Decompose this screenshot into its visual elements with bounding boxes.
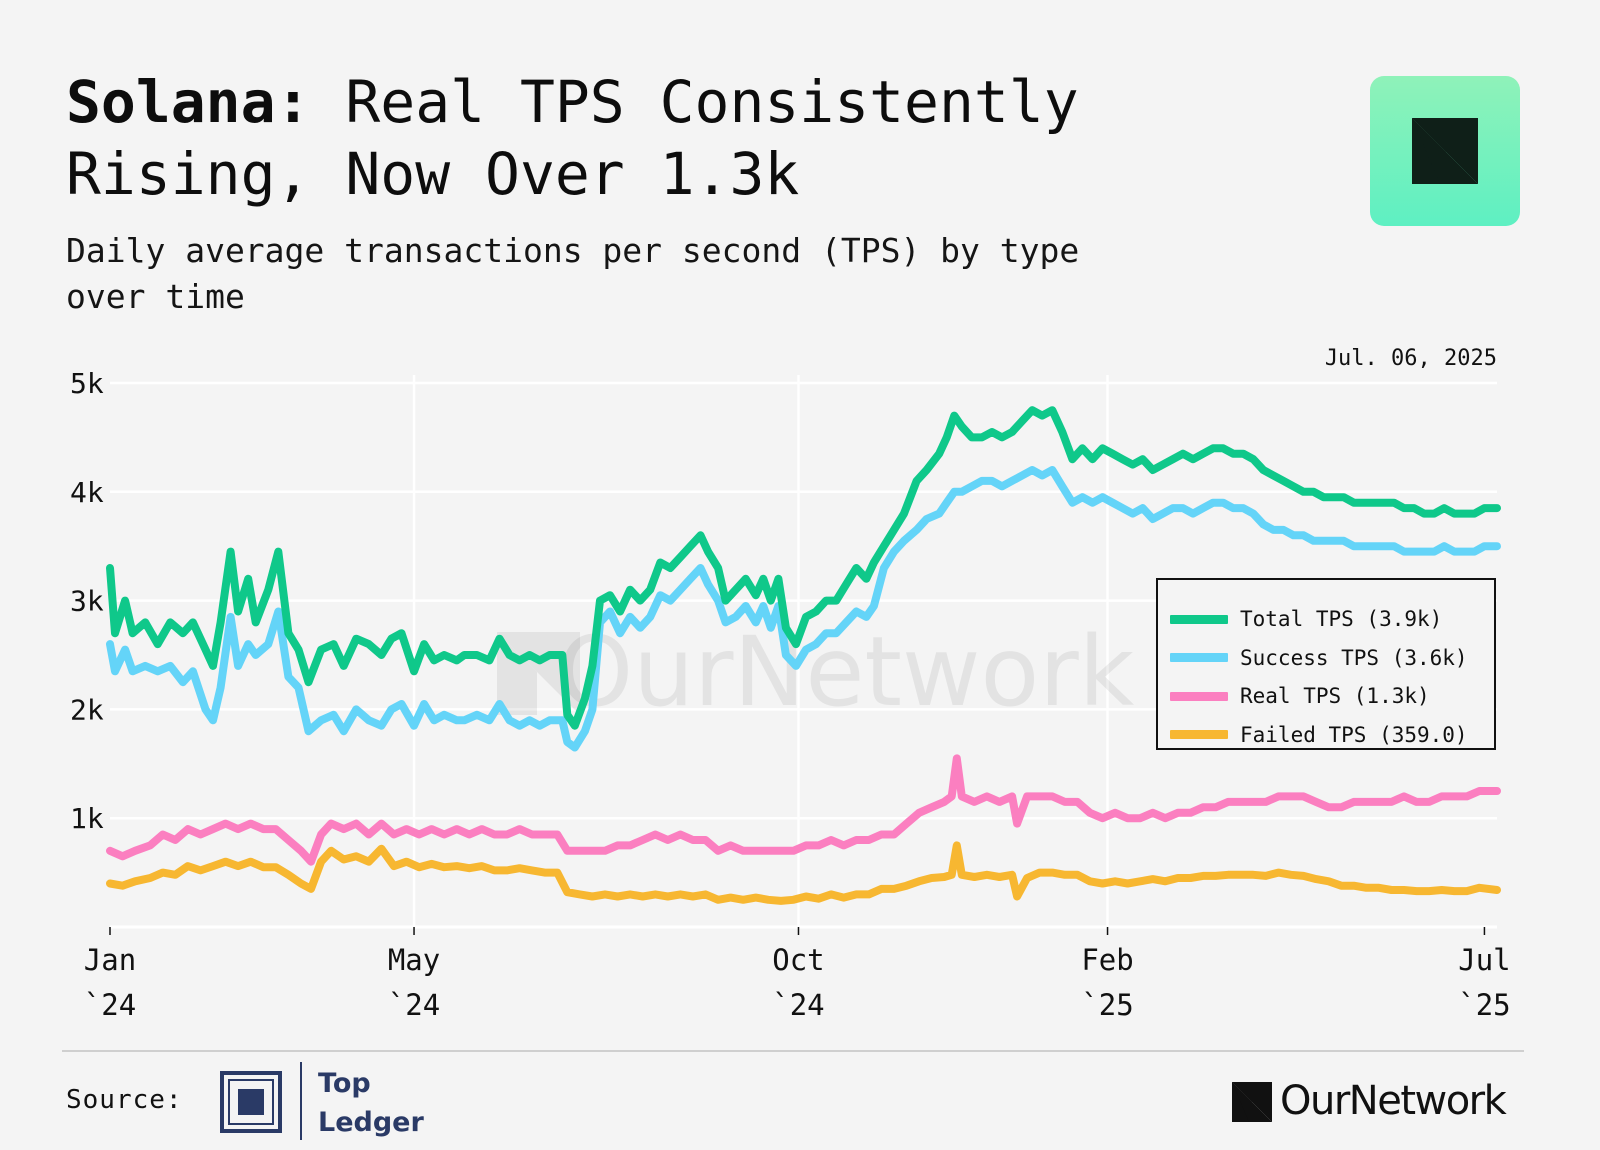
legend-swatch-real: [1170, 691, 1228, 701]
y-tick-label: 1k: [70, 802, 104, 835]
x-tick-label-year: `24: [772, 988, 824, 1022]
ournetwork-mark-icon: [1412, 118, 1478, 184]
y-tick-label: 2k: [70, 693, 104, 726]
x-tick-label: Oct: [772, 943, 824, 977]
y-tick-label: 3k: [70, 585, 104, 618]
chart-subtitle: Daily average transactions per second (T…: [66, 231, 1080, 316]
legend-item-success: Success TPS (3.6k): [1170, 639, 1494, 678]
y-tick-label: 4k: [70, 476, 104, 509]
legend-swatch-failed: [1170, 730, 1228, 740]
legend-item-total: Total TPS (3.9k): [1170, 600, 1494, 639]
source-name-line2: Ledger: [318, 1107, 424, 1138]
axis-layer: 1k 2k 3k 4k 5k Jan `24 May `24 Oct `24 Feb `25 Jul `25: [70, 367, 1511, 1022]
legend-label-success: Success TPS (3.6k): [1240, 645, 1468, 670]
x-tick-label: May: [388, 943, 440, 977]
x-tick-label: Jul: [1458, 943, 1510, 977]
source-name: Top Ledger: [318, 1064, 424, 1142]
chart-legend: Total TPS (3.9k) Success TPS (3.6k) Real…: [1156, 578, 1496, 750]
total-tps-line: [106, 406, 1501, 730]
real-tps-line: [106, 754, 1501, 866]
failed-tps-line: [106, 841, 1501, 905]
legend-label-real: Real TPS (1.3k): [1240, 684, 1430, 709]
footer-divider: [62, 1050, 1524, 1052]
x-tick-label-year: `25: [1081, 988, 1133, 1022]
page-title: Solana: Real TPS Consistently Rising, No…: [66, 66, 1166, 210]
source-separator: [300, 1062, 302, 1140]
watermark-text: OurNetwork: [558, 616, 1135, 728]
legend-item-real: Real TPS (1.3k): [1170, 677, 1494, 716]
brand-name: OurNetwork: [1280, 1078, 1507, 1124]
ournetwork-tile-logo: [1370, 76, 1520, 226]
x-tick-label: Feb: [1081, 943, 1133, 977]
x-tick-label: Jan: [84, 943, 136, 977]
legend-item-failed: Failed TPS (359.0): [1170, 716, 1494, 755]
legend-swatch-success: [1170, 653, 1228, 663]
success-tps-line: [106, 466, 1501, 752]
y-tick-label: 5k: [70, 367, 104, 400]
title-rest: Real TPS Consistently Rising, Now Over 1…: [66, 68, 1079, 208]
legend-swatch-total: [1170, 614, 1228, 624]
topledger-logo-icon: [220, 1071, 282, 1133]
source-name-line1: Top: [318, 1068, 371, 1099]
title-lead: Solana:: [66, 68, 311, 136]
date-stamp: Jul. 06, 2025: [1324, 346, 1497, 371]
x-tick-label-year: `25: [1458, 988, 1510, 1022]
legend-label-total: Total TPS (3.9k): [1240, 607, 1443, 632]
legend-label-failed: Failed TPS (359.0): [1240, 722, 1468, 747]
x-tick-label-year: `24: [84, 988, 136, 1022]
series-layer: [106, 406, 1501, 905]
source-label: Source:: [66, 1085, 183, 1115]
ournetwork-logo-icon: [1232, 1082, 1272, 1122]
x-tick-label-year: `24: [388, 988, 440, 1022]
